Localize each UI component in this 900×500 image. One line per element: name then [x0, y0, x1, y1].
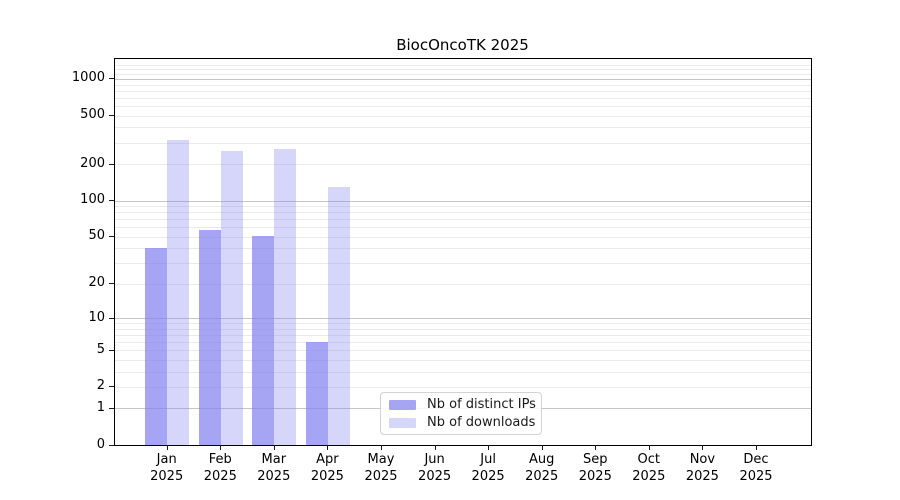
x-tick-mark — [702, 445, 704, 450]
chart-title: BiocOncoTK 2025 — [396, 36, 529, 54]
bar-distinct-ips — [252, 235, 275, 445]
gridline-minor — [115, 212, 811, 214]
x-tick-mark — [273, 445, 275, 450]
legend: Nb of distinct IPs Nb of downloads — [380, 392, 542, 435]
legend-swatch-distinct-ips — [389, 399, 416, 410]
gridline-minor — [115, 341, 811, 343]
x-tick-label: Nov 2025 — [685, 452, 719, 484]
gridline-minor — [115, 219, 811, 221]
bar-downloads — [220, 150, 243, 445]
y-tick-label: 200 — [80, 155, 105, 171]
y-tick-label: 1 — [96, 399, 105, 415]
x-tick-mark — [381, 445, 382, 450]
gridline-minor — [115, 164, 811, 165]
gridline-major — [115, 318, 811, 319]
y-tick-mark — [109, 78, 114, 80]
y-tick-label: 50 — [88, 228, 105, 244]
legend-item-distinct-ips: Nb of distinct IPs — [389, 397, 541, 412]
gridline-minor — [115, 106, 811, 107]
x-tick-mark — [434, 445, 436, 450]
x-tick-mark — [220, 445, 222, 450]
y-tick-label: 2 — [96, 378, 105, 394]
y-tick-mark — [109, 349, 114, 351]
legend-swatch-downloads — [389, 417, 416, 428]
gridline-minor — [115, 73, 811, 75]
plot-area — [114, 58, 812, 446]
gridline-minor — [115, 386, 811, 388]
gridline-minor — [115, 359, 811, 361]
y-tick-label: 500 — [80, 107, 105, 123]
bar-downloads — [327, 186, 350, 445]
legend-label: Nb of distinct IPs — [427, 397, 536, 412]
gridline-minor — [115, 328, 811, 330]
bar-distinct-ips — [305, 341, 328, 445]
x-tick-mark — [541, 445, 543, 450]
bar-downloads — [167, 140, 190, 445]
gridline-minor — [115, 65, 811, 67]
gridline-minor — [115, 127, 811, 129]
gridline-minor — [115, 350, 811, 352]
x-tick-label: Sep 2025 — [578, 452, 612, 484]
x-tick-mark — [488, 445, 490, 450]
gridline-minor — [115, 115, 811, 117]
x-tick-label: Jan 2025 — [150, 452, 184, 484]
legend-label: Nb of downloads — [427, 415, 536, 430]
gridline-minor — [115, 263, 811, 265]
x-tick-label: May 2025 — [364, 452, 398, 484]
y-tick-label: 5 — [96, 341, 105, 357]
gridline-minor — [115, 90, 811, 92]
y-tick-mark — [109, 163, 114, 165]
y-tick-label: 100 — [80, 192, 105, 207]
gridline-minor — [115, 248, 811, 250]
gridline-minor — [115, 97, 811, 99]
gridline-minor — [115, 206, 811, 207]
y-tick-mark — [109, 236, 114, 238]
bar-distinct-ips — [198, 229, 221, 445]
gridline-minor — [115, 84, 811, 86]
x-tick-label: Mar 2025 — [257, 452, 291, 484]
gridline-minor — [115, 227, 811, 229]
gridline-minor — [115, 142, 811, 144]
y-tick-mark — [109, 200, 114, 201]
gridline-minor — [115, 69, 811, 71]
gridline-minor — [115, 236, 811, 238]
gridline-major — [115, 200, 811, 202]
x-tick-label: Apr 2025 — [310, 452, 344, 484]
gridline-minor — [115, 371, 811, 373]
x-tick-label: Aug 2025 — [525, 452, 559, 484]
x-tick-label: Dec 2025 — [739, 452, 773, 484]
y-tick-mark — [109, 283, 114, 285]
bar-distinct-ips — [145, 248, 168, 445]
x-tick-label: Jul 2025 — [471, 452, 505, 484]
y-tick-label: 0 — [96, 436, 105, 452]
y-tick-mark — [109, 386, 114, 388]
x-tick-mark — [595, 445, 597, 450]
y-tick-label: 10 — [88, 309, 105, 325]
y-tick-mark — [109, 115, 114, 117]
y-tick-mark — [109, 407, 114, 409]
gridline-major — [115, 78, 811, 80]
x-tick-label: Oct 2025 — [632, 452, 666, 484]
bar-downloads — [274, 149, 297, 445]
y-tick-mark — [109, 444, 114, 446]
x-tick-mark — [648, 445, 650, 450]
x-tick-mark — [756, 445, 757, 450]
gridline-minor — [115, 283, 811, 285]
x-tick-label: Jun 2025 — [418, 452, 452, 484]
gridline-minor — [115, 323, 811, 324]
y-tick-mark — [109, 317, 114, 319]
gridline-minor — [115, 334, 811, 336]
y-tick-label: 1000 — [71, 70, 105, 86]
legend-item-downloads: Nb of downloads — [389, 415, 541, 430]
y-tick-label: 20 — [88, 275, 105, 291]
x-tick-mark — [327, 445, 329, 450]
x-tick-label: Feb 2025 — [203, 452, 237, 484]
x-tick-mark — [166, 445, 168, 450]
